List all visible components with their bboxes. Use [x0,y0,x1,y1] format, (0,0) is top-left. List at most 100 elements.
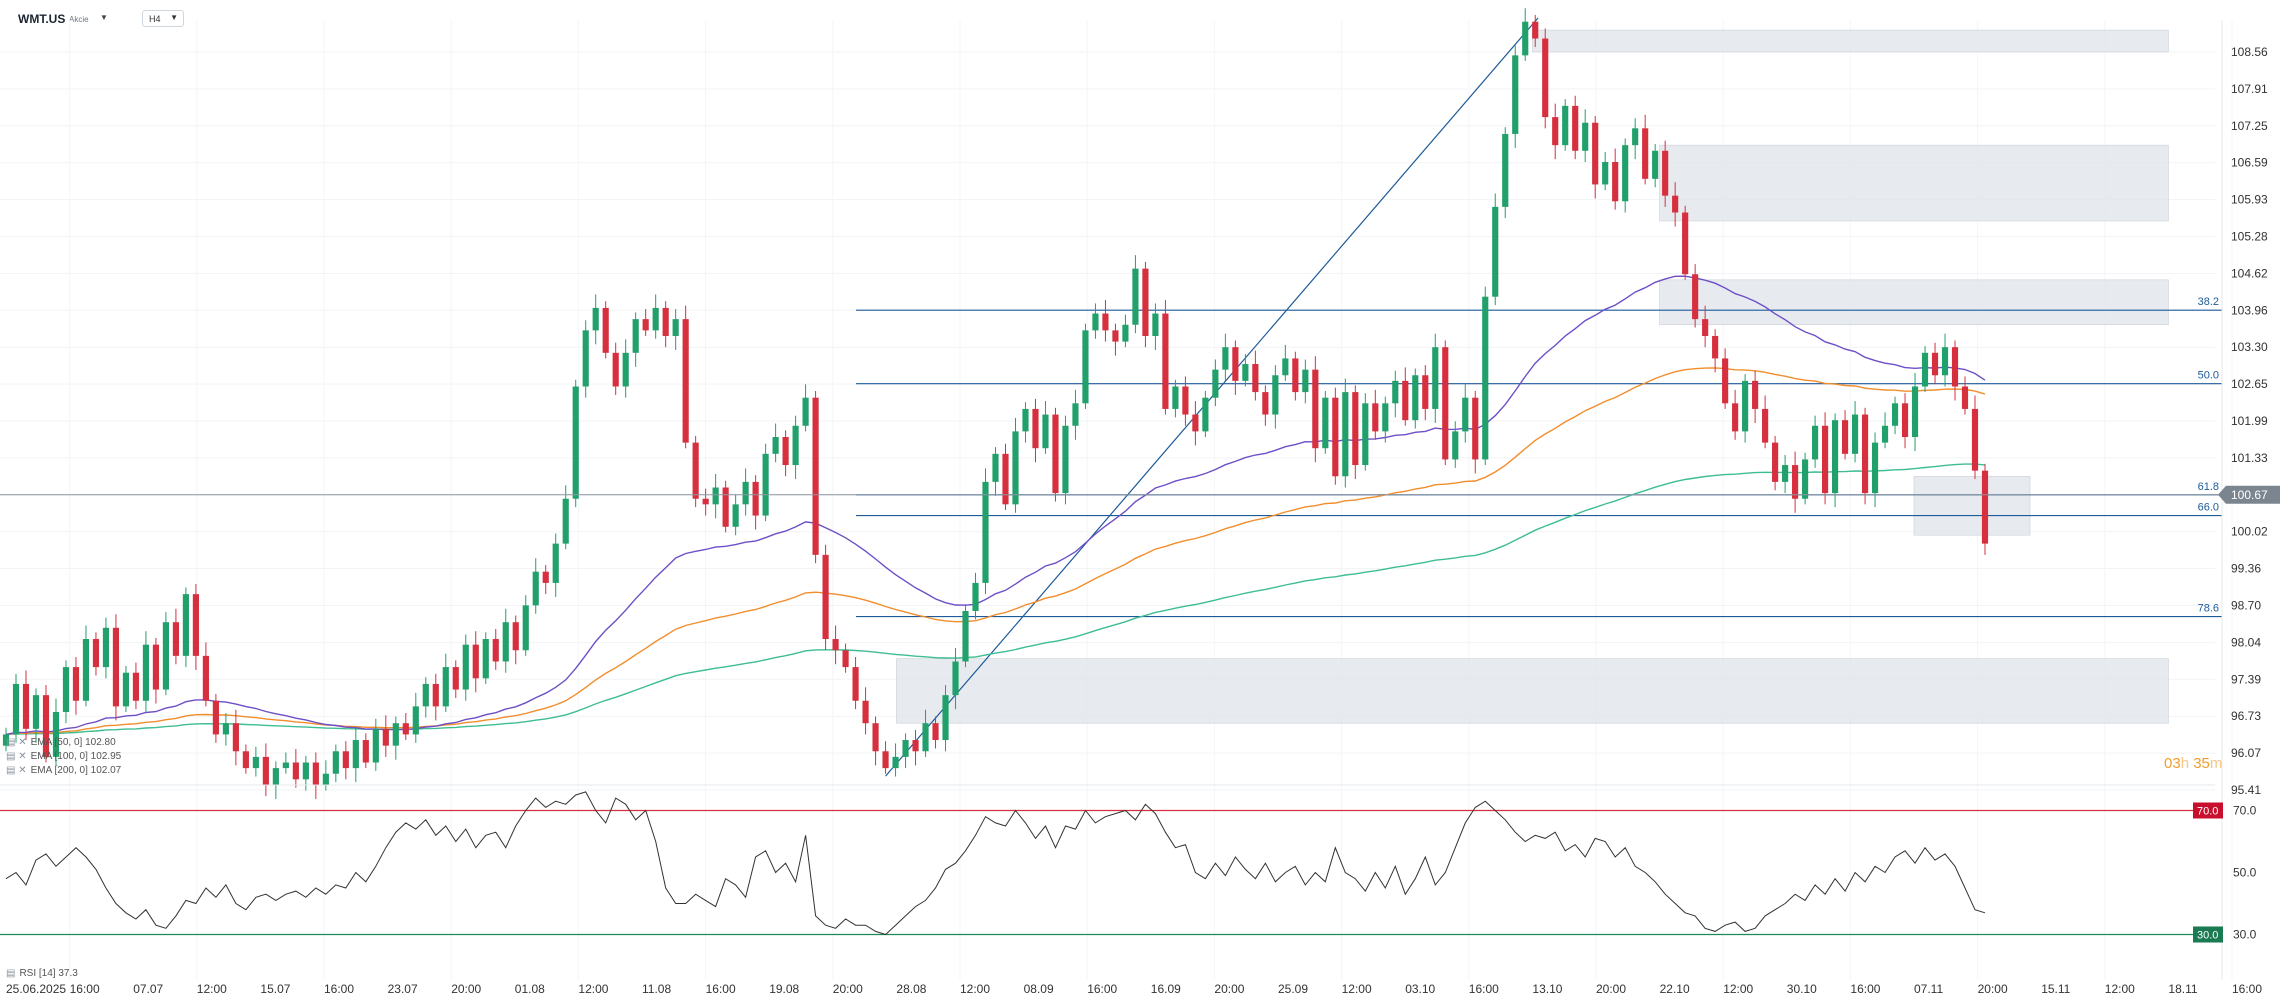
time-axis[interactable]: 25.06.2025 16:00 07.07 12:00 15.07 16:00 23.07… [6,982,2262,996]
candle-body [1212,369,1219,398]
candle-body [452,667,459,690]
zone-rect[interactable] [896,658,2169,724]
candle [932,716,939,749]
price-axis[interactable]: 108.56 107.91 107.25 106.59 105.93 105.28 104.… [2221,20,2268,980]
candle-body [372,728,379,763]
candle [1212,359,1219,407]
candle-body [1742,380,1749,432]
candle-body [92,639,100,668]
candle-body [812,397,819,555]
candle-body [712,487,719,505]
candle [1342,378,1349,488]
candle [1132,255,1139,334]
time-tick-label: 01.08 [515,982,545,996]
candle [692,435,699,508]
candle-body [1222,347,1229,370]
candle [1282,344,1289,381]
legend-rsi[interactable]: ▤ RSI [14] 37.3 [6,968,78,979]
candle-body [1402,380,1409,421]
visibility-icon[interactable]: ▤ [6,968,16,979]
candle [592,294,599,345]
price-tick-label: 105.28 [2231,230,2268,244]
candle-body [732,504,739,527]
candle [1732,389,1739,440]
candle-body [232,723,239,752]
visibility-icon[interactable]: ▤ ✕ [6,765,27,776]
time-tick-label: 30.10 [1787,982,1817,996]
candle [1302,359,1309,404]
candle [582,320,589,398]
time-tick-label: 16.09 [1151,982,1181,996]
trend-line[interactable] [885,17,1539,777]
candle [32,688,40,743]
legend-ema-100[interactable]: ▤ ✕ EMA [100, 0] 102.95 [6,751,122,762]
legend-ema-200[interactable]: ▤ ✕ EMA [200, 0] 102.07 [6,765,122,776]
candle-body [1242,364,1249,381]
symbol-dropdown-icon[interactable]: ▼ [100,13,108,22]
candle [682,305,689,449]
candle [1911,373,1919,452]
visibility-icon[interactable]: ▤ ✕ [6,751,27,762]
candle [1452,421,1459,468]
candle-body [862,700,869,724]
candle [982,468,989,595]
time-tick-label: 16:00 [324,982,354,996]
candle [292,749,299,788]
candle [1292,351,1299,401]
candle [282,752,289,774]
candle-body [562,498,569,544]
candle [1572,95,1579,160]
candle [972,572,979,620]
price-tick-label: 102.65 [2231,377,2268,391]
candle [252,746,259,777]
candle-body [1032,408,1039,449]
candle [922,709,929,757]
candle-body [702,498,709,505]
candle [1782,454,1789,494]
candle [182,587,189,668]
candle-body [722,487,729,527]
symbol-label[interactable]: WMT.US [18,12,66,26]
zone-rect[interactable] [1659,279,2169,326]
time-tick-label: 12:00 [578,982,608,996]
candle-body [382,728,389,746]
candle [662,301,669,348]
zone-rect[interactable] [1913,475,2031,536]
candle-body [1372,403,1379,432]
candle [1821,412,1829,505]
candle-body [1921,352,1929,387]
candle [1422,365,1429,421]
candle [72,656,80,715]
legend-ema-50[interactable]: ▤ ✕ EMA [50, 0] 102.80 [6,737,116,748]
candle [1622,138,1629,213]
candle-body [1622,145,1629,202]
candle [882,741,889,774]
time-tick-label: 11.08 [642,982,671,996]
candle [1812,415,1819,468]
price-tick-label: 107.91 [2231,82,2268,96]
price-tick-label: 100.02 [2231,525,2268,539]
zone-rect[interactable] [1532,29,2169,53]
candle-body [1782,465,1789,482]
candle-body [1112,330,1119,342]
candle-body [902,740,909,757]
candle-body [1092,313,1099,331]
candle-body [992,453,999,482]
candle-body [1802,459,1809,499]
candle-body [1422,375,1429,409]
candle-body [822,554,829,640]
candle [1562,99,1569,151]
timeframe-select[interactable]: H4 ▼ [142,10,184,27]
zone-rect[interactable] [1659,144,2169,222]
candle-body [1692,274,1699,320]
candle-body [1042,414,1049,449]
candle-body [72,667,80,701]
candle-body [632,319,639,353]
candle-body [472,644,479,679]
time-tick-label: 13.10 [1532,982,1562,996]
candle [1122,314,1129,348]
visibility-icon[interactable]: ▤ ✕ [6,737,27,748]
candle [1232,340,1239,395]
candle [172,608,179,665]
